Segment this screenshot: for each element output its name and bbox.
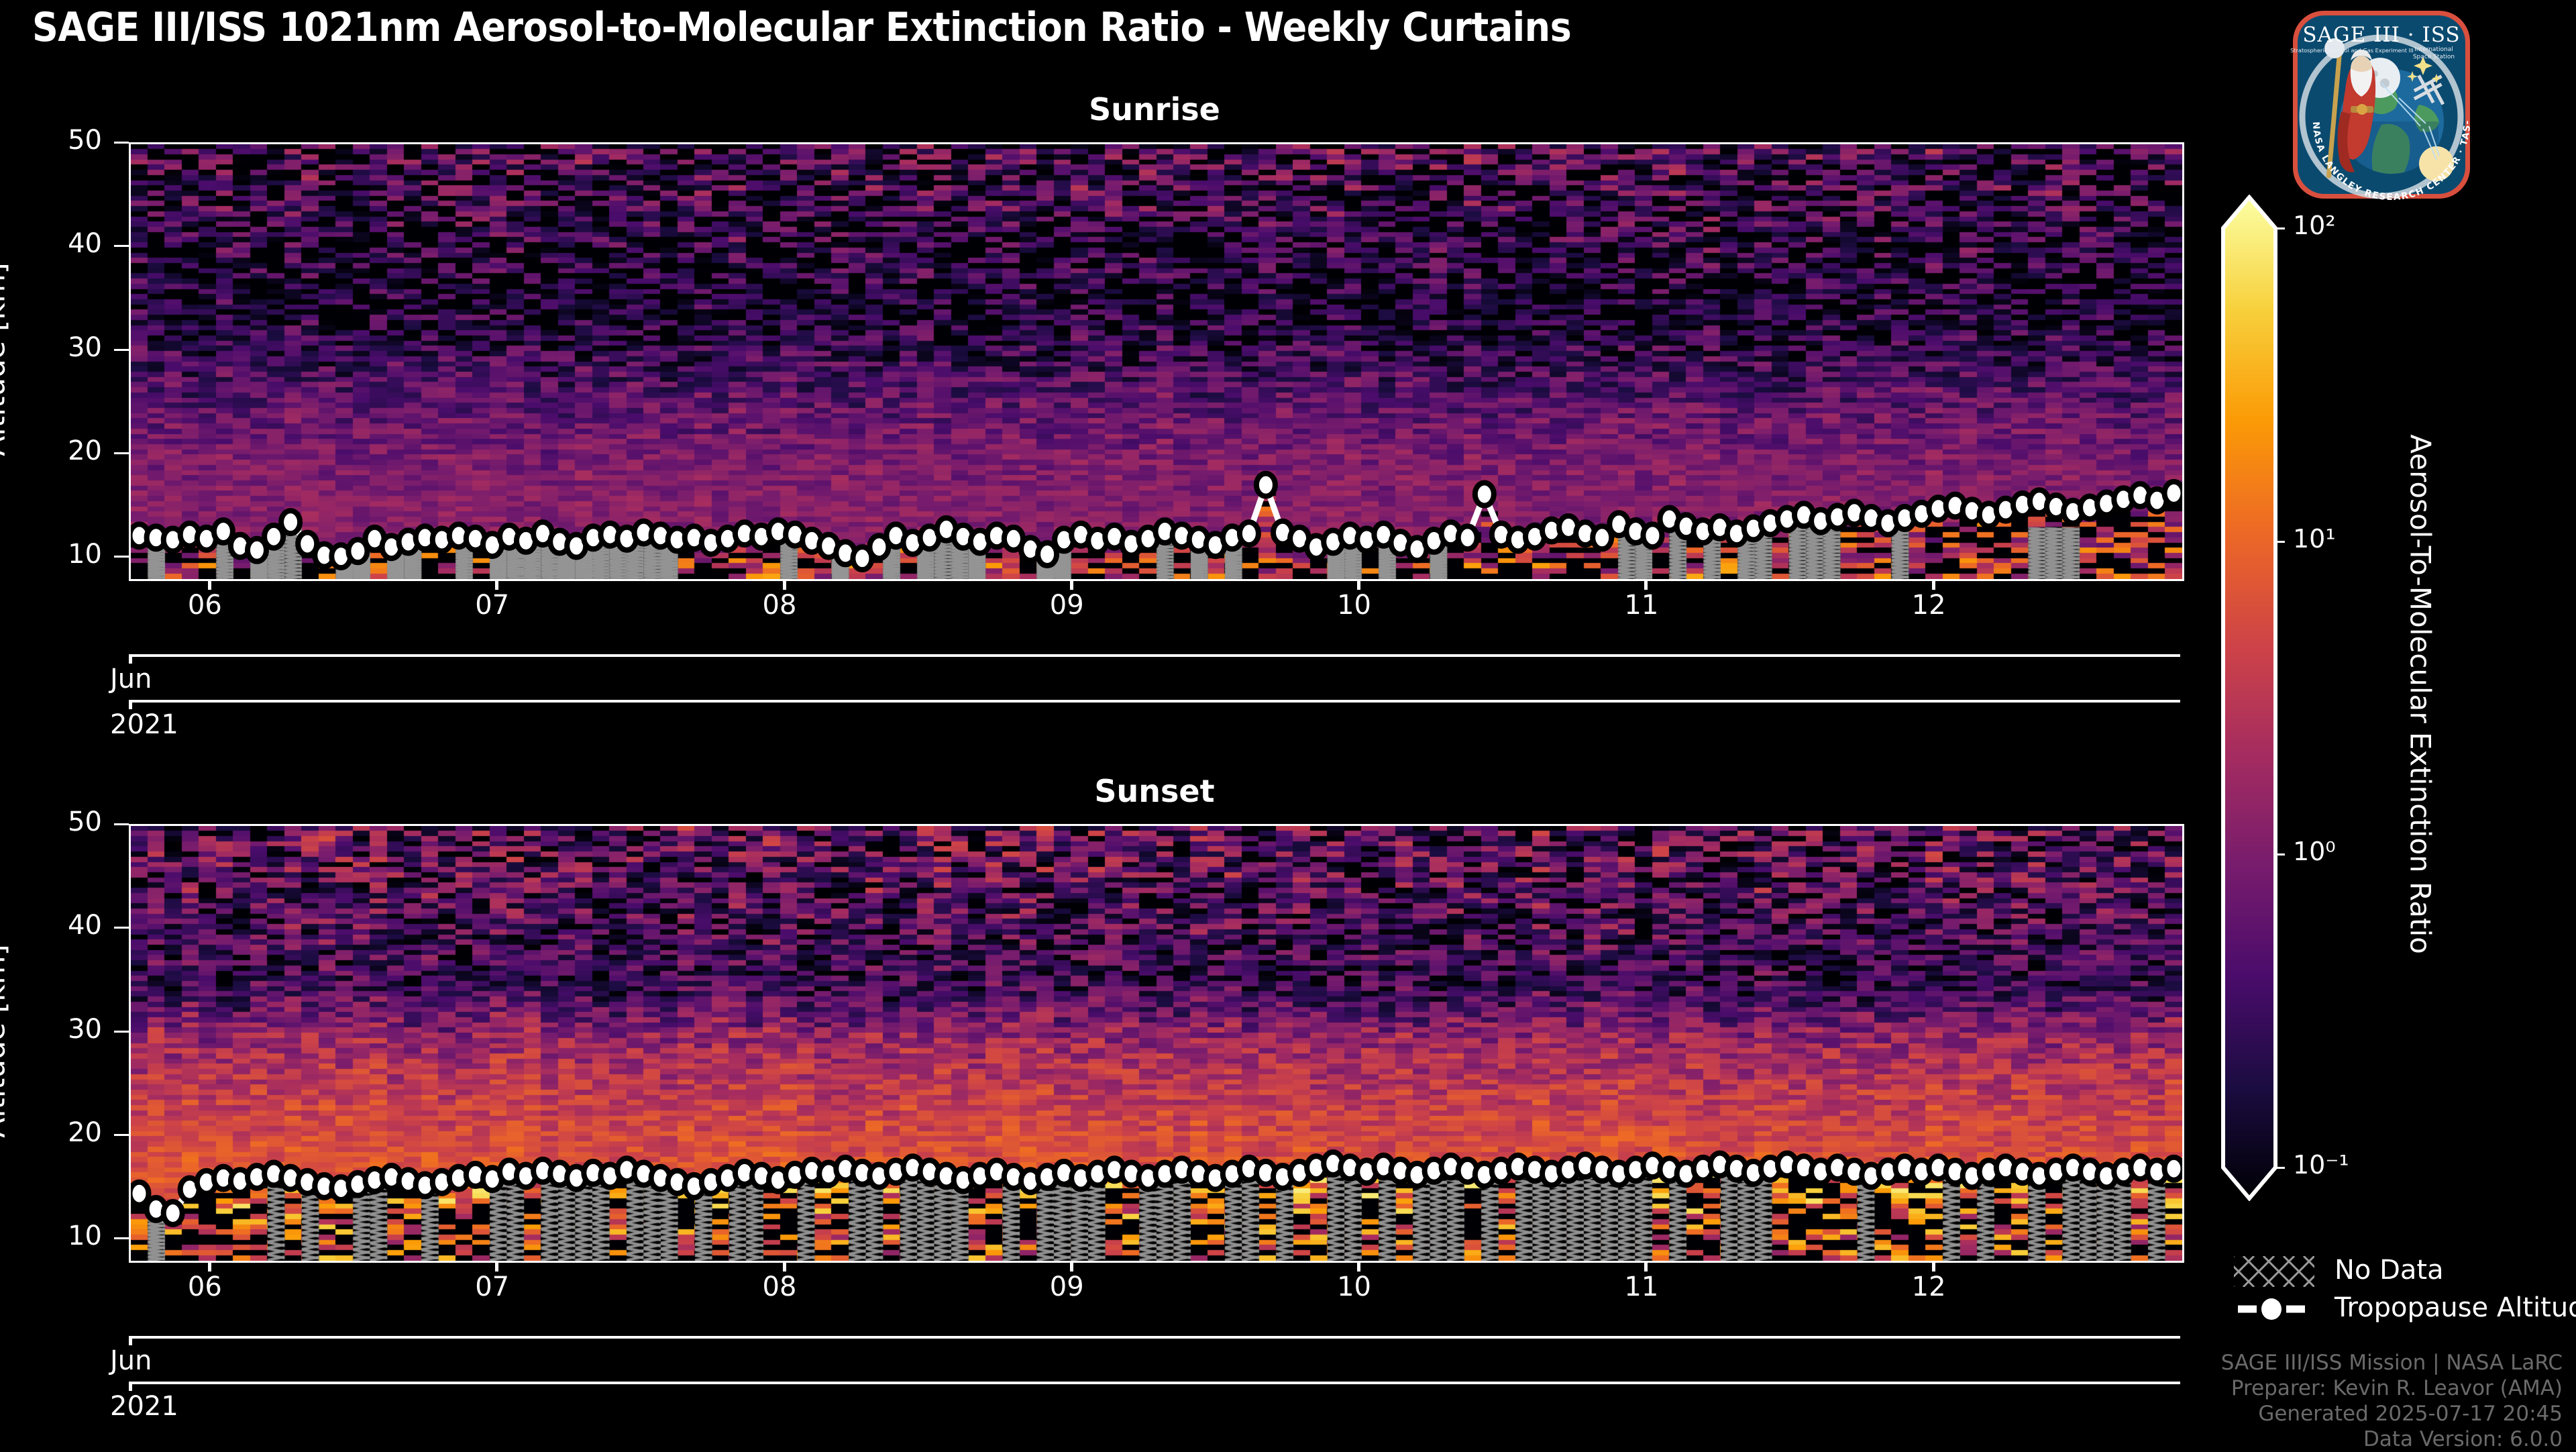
y-tick-mark bbox=[114, 1237, 129, 1240]
x-tick-mark bbox=[207, 1261, 211, 1272]
svg-text:Stratospheric Aerosol and Gas: Stratospheric Aerosol and Gas Experiment… bbox=[2290, 47, 2414, 54]
sage-iii-iss-logo: SAGE III · ISS Stratospheric Aerosol and… bbox=[2277, 0, 2482, 205]
x-tick-label: 11 bbox=[1624, 590, 1659, 621]
y-tick-mark bbox=[114, 348, 129, 351]
y-tick-mark bbox=[114, 823, 129, 825]
y-tick-label: 30 bbox=[68, 1013, 102, 1045]
x-tick-mark bbox=[782, 1261, 786, 1272]
x-tick-label: 11 bbox=[1624, 1272, 1659, 1302]
x-tick-mark bbox=[1069, 1261, 1073, 1272]
x-tick-label: 08 bbox=[762, 590, 797, 621]
x-tick-mark bbox=[207, 579, 211, 590]
panel-title-sunrise: Sunrise bbox=[1089, 91, 1220, 127]
x-level-cap bbox=[129, 1382, 132, 1391]
dash-dot-line-icon bbox=[2238, 1298, 2305, 1320]
x-tick-label: 07 bbox=[475, 590, 510, 621]
legend-label-no-data: No Data bbox=[2334, 1255, 2444, 1286]
x-tick-mark bbox=[1644, 1261, 1648, 1272]
colorbar-tick-label: 10⁻¹ bbox=[2293, 1150, 2349, 1180]
x-tick-mark bbox=[1357, 1261, 1361, 1272]
x-tick-mark bbox=[495, 1261, 499, 1272]
x-tick-label: 12 bbox=[1911, 1272, 1946, 1302]
y-axis-label: Altitude [km] bbox=[0, 262, 12, 456]
x-tick-label: 08 bbox=[762, 1272, 797, 1302]
colorbar-tick-mark bbox=[2275, 227, 2285, 229]
colorbar-tick-label: 10² bbox=[2293, 211, 2336, 240]
mission-patch-svg: SAGE III · ISS Stratospheric Aerosol and… bbox=[2277, 0, 2482, 205]
colorbar-tick-label: 10¹ bbox=[2293, 523, 2336, 554]
x-tick-label: 10 bbox=[1337, 590, 1371, 621]
y-tick-label: 40 bbox=[68, 910, 102, 941]
x-tick-label: 09 bbox=[1049, 1272, 1084, 1302]
heatmap-sunset bbox=[131, 826, 2182, 1261]
x-level-rule bbox=[129, 1382, 2180, 1384]
hatch-icon bbox=[2234, 1256, 2314, 1287]
x-tick-label: 07 bbox=[475, 1272, 510, 1302]
y-tick-label: 50 bbox=[68, 807, 102, 837]
x-tick-mark bbox=[1931, 1261, 1935, 1272]
colorbar-tick-mark bbox=[2275, 853, 2285, 856]
colorbar-gradient bbox=[2221, 194, 2277, 1202]
y-tick-mark bbox=[114, 452, 129, 454]
x-tick-mark bbox=[1931, 579, 1935, 590]
x-tick-label: 09 bbox=[1049, 590, 1084, 621]
x-level-label: Jun bbox=[110, 1345, 152, 1376]
legend: No Data Tropopause Altitude bbox=[2234, 1253, 2576, 1329]
svg-text:Space Station: Space Station bbox=[2413, 54, 2455, 60]
legend-item-no-data: No Data bbox=[2234, 1253, 2569, 1291]
svg-text:SAGE III · ISS: SAGE III · ISS bbox=[2302, 23, 2460, 47]
x-level-label: Jun bbox=[110, 664, 152, 694]
colorbar-tick-mark bbox=[2275, 1167, 2285, 1169]
x-tick-label: 12 bbox=[1911, 590, 1946, 621]
y-tick-label: 50 bbox=[68, 125, 102, 156]
x-tick-mark bbox=[1357, 579, 1361, 590]
colorbar-tick-mark bbox=[2275, 540, 2285, 543]
panel-title-sunset: Sunset bbox=[1094, 773, 1215, 809]
x-level-rule bbox=[129, 1336, 2180, 1339]
y-tick-label: 20 bbox=[68, 1117, 102, 1148]
plot-area-sunrise[interactable] bbox=[129, 142, 2184, 581]
x-tick-mark bbox=[1644, 579, 1648, 590]
footer-line: SAGE III/ISS Mission | NASA LaRC bbox=[2220, 1351, 2563, 1375]
x-level-label: 2021 bbox=[110, 1391, 178, 1422]
x-level-rule bbox=[129, 700, 2180, 703]
y-tick-label: 40 bbox=[68, 228, 102, 260]
x-tick-mark bbox=[1069, 579, 1073, 590]
y-tick-label: 10 bbox=[68, 539, 102, 570]
svg-text:International: International bbox=[2414, 46, 2453, 53]
x-level-label: 2021 bbox=[110, 709, 178, 740]
x-level-cap bbox=[129, 700, 132, 709]
y-tick-mark bbox=[114, 927, 129, 929]
legend-item-tropopause: Tropopause Altitude bbox=[2234, 1291, 2576, 1329]
x-tick-label: 10 bbox=[1337, 1272, 1371, 1302]
y-tick-mark bbox=[114, 1030, 129, 1033]
footer-line: Preparer: Kevin R. Leavor (AMA) bbox=[2231, 1376, 2563, 1400]
x-tick-label: 06 bbox=[187, 1272, 222, 1302]
x-level-cap bbox=[129, 654, 132, 664]
x-level-rule bbox=[129, 654, 2180, 657]
y-tick-mark bbox=[114, 245, 129, 248]
x-level-cap bbox=[129, 1336, 132, 1345]
plot-area-sunset[interactable] bbox=[129, 824, 2184, 1263]
page-title: SAGE III/ISS 1021nm Aerosol-to-Molecular… bbox=[32, 4, 1572, 51]
legend-label-tropopause: Tropopause Altitude bbox=[2334, 1292, 2576, 1323]
heatmap-sunrise bbox=[131, 144, 2182, 579]
x-tick-label: 06 bbox=[187, 590, 222, 621]
x-tick-mark bbox=[782, 579, 786, 590]
footer-line: Generated 2025-07-17 20:45 bbox=[2258, 1402, 2563, 1426]
y-tick-mark bbox=[114, 556, 129, 558]
colorbar-tick-label: 10⁰ bbox=[2293, 837, 2336, 867]
y-tick-mark bbox=[114, 142, 129, 144]
y-tick-label: 20 bbox=[68, 435, 102, 466]
y-tick-label: 10 bbox=[68, 1221, 102, 1252]
x-tick-mark bbox=[495, 579, 499, 590]
footer-line: Data Version: 6.0.0 bbox=[2363, 1427, 2563, 1451]
colorbar-title: Aerosol-To-Molecular Extinction Ratio bbox=[2404, 434, 2437, 954]
footer-credits: SAGE III/ISS Mission | NASA LaRC Preparer… bbox=[1945, 1350, 2563, 1452]
colorbar: 10² 10¹ 10⁰ 10⁻¹ bbox=[2220, 194, 2447, 1202]
y-tick-mark bbox=[114, 1133, 129, 1136]
y-axis-label: Altitude [km] bbox=[0, 944, 12, 1138]
y-tick-label: 30 bbox=[68, 331, 102, 363]
